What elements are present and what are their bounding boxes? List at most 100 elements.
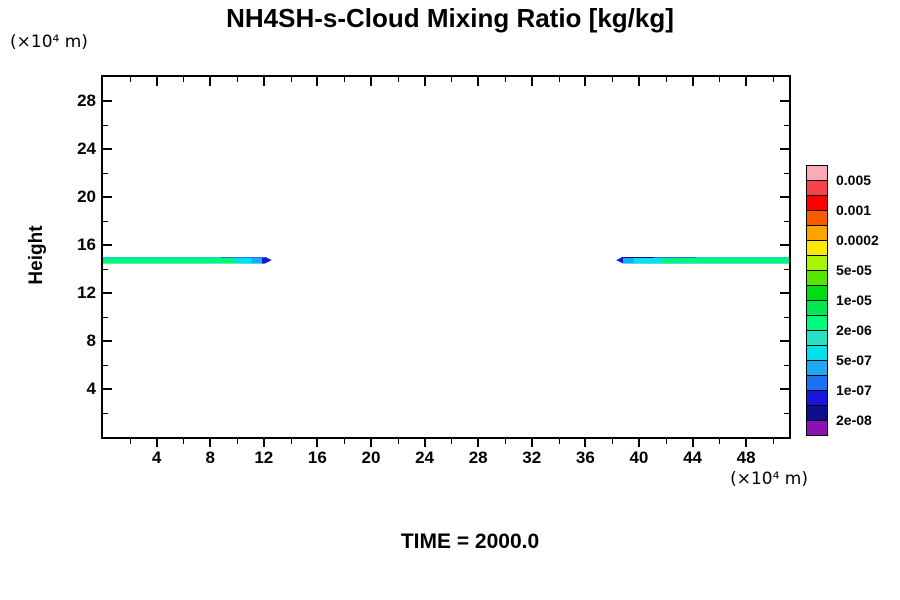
colorbar-cell — [806, 165, 828, 181]
y-minor-tick — [103, 317, 108, 318]
y-tick-label: 24 — [77, 139, 96, 158]
x-tick-label: 20 — [361, 448, 381, 467]
x-axis-unit-label: (×10⁴ m) — [730, 469, 808, 489]
colorbar-cell — [806, 360, 828, 376]
x-minor-tick — [504, 439, 506, 444]
x-major-tick-top — [477, 77, 480, 86]
y-minor-tick — [103, 269, 108, 270]
x-minor-tick — [719, 439, 721, 444]
x-minor-tick — [236, 439, 238, 444]
x-major-tick — [316, 439, 319, 447]
x-tick-label: 8 — [205, 448, 215, 467]
colorbar-cell — [806, 270, 828, 286]
x-minor-tick-top — [236, 77, 238, 82]
colorbar-cell — [806, 345, 828, 361]
colorbar-cell — [806, 420, 828, 436]
x-major-tick — [423, 439, 426, 447]
x-major-tick-top — [262, 77, 265, 86]
colorbar-level-label: 2e-08 — [836, 412, 872, 428]
colorbar-cell — [806, 210, 828, 226]
x-major-tick-top — [316, 77, 319, 86]
y-minor-tick — [103, 365, 108, 366]
colorbar-level-label: 1e-07 — [836, 382, 872, 398]
x-major-tick — [477, 439, 480, 447]
y-minor-tick — [103, 221, 108, 222]
x-major-tick-top — [423, 77, 426, 86]
colorbar-cell — [806, 180, 828, 196]
colorbar-cell — [806, 300, 828, 316]
y-tick-label: 20 — [77, 187, 96, 206]
x-major-tick — [691, 439, 694, 447]
x-minor-tick-top — [397, 77, 399, 82]
x-tick-label: 36 — [575, 448, 595, 467]
x-major-tick-top — [745, 77, 748, 86]
y-minor-tick-right — [784, 221, 789, 222]
x-minor-tick-top — [344, 77, 346, 82]
y-major-tick-right — [780, 148, 789, 150]
x-tick-label: 48 — [736, 448, 756, 467]
y-minor-tick-right — [784, 125, 789, 126]
x-major-tick-top — [691, 77, 694, 86]
y-major-tick — [103, 292, 112, 294]
y-minor-tick — [103, 173, 108, 174]
y-major-tick — [103, 340, 112, 342]
x-major-tick-top — [209, 77, 212, 86]
x-major-tick — [584, 439, 587, 447]
y-major-tick — [103, 100, 112, 102]
colorbar-level-label: 2e-06 — [836, 322, 872, 338]
y-tick-label: 4 — [86, 379, 96, 398]
colorbar-cell — [806, 315, 828, 331]
x-minor-tick-top — [612, 77, 614, 82]
x-minor-tick — [558, 439, 560, 444]
x-minor-tick-top — [719, 77, 721, 82]
x-minor-tick — [772, 439, 774, 444]
colorbar-level-label: 0.0002 — [836, 232, 879, 248]
y-major-tick — [103, 244, 112, 246]
x-major-tick-top — [369, 77, 372, 86]
colorbar-level-label: 5e-05 — [836, 262, 872, 278]
x-minor-tick — [612, 439, 614, 444]
y-minor-tick-right — [784, 173, 789, 174]
y-tick-label: 28 — [77, 91, 96, 110]
band-top-edge — [616, 256, 789, 258]
x-minor-tick-top — [558, 77, 560, 82]
x-major-tick — [262, 439, 265, 447]
y-minor-tick-right — [784, 269, 789, 270]
right-cloud-band — [616, 256, 789, 264]
x-minor-tick — [290, 439, 292, 444]
colorbar-level-label: 0.001 — [836, 202, 872, 218]
x-major-tick-top — [637, 77, 640, 86]
colorbar-cell — [806, 375, 828, 391]
colorbar-cell — [806, 195, 828, 211]
y-minor-tick — [103, 125, 108, 126]
x-tick-label: 16 — [307, 448, 327, 467]
y-axis-unit-label: (×10⁴ m) — [10, 32, 88, 52]
x-minor-tick-top — [772, 77, 774, 82]
y-major-tick — [103, 196, 112, 198]
colorbar-level-label: 1e-05 — [836, 292, 872, 308]
y-major-tick — [103, 148, 112, 150]
x-minor-tick — [129, 439, 131, 444]
y-major-tick-right — [780, 340, 789, 342]
x-major-tick-top — [584, 77, 587, 86]
x-minor-tick — [451, 439, 453, 444]
x-minor-tick-top — [665, 77, 667, 82]
x-major-tick-top — [155, 77, 158, 86]
x-minor-tick — [183, 439, 185, 444]
y-tick-label: 8 — [86, 331, 96, 350]
x-minor-tick-top — [129, 77, 131, 82]
time-stamp-label: TIME = 2000.0 — [400, 530, 540, 553]
x-minor-tick — [344, 439, 346, 444]
x-tick-label: 4 — [151, 448, 162, 467]
x-major-tick — [155, 439, 158, 447]
band-bottom-edge — [103, 263, 272, 264]
colorbar-cell — [806, 390, 828, 406]
x-minor-tick — [397, 439, 399, 444]
y-minor-tick-right — [784, 365, 789, 366]
x-tick-label: 12 — [254, 448, 274, 467]
x-major-tick — [209, 439, 212, 447]
colorbar-cell — [806, 255, 828, 271]
x-major-tick — [530, 439, 533, 447]
colorbar-cell — [806, 225, 828, 241]
